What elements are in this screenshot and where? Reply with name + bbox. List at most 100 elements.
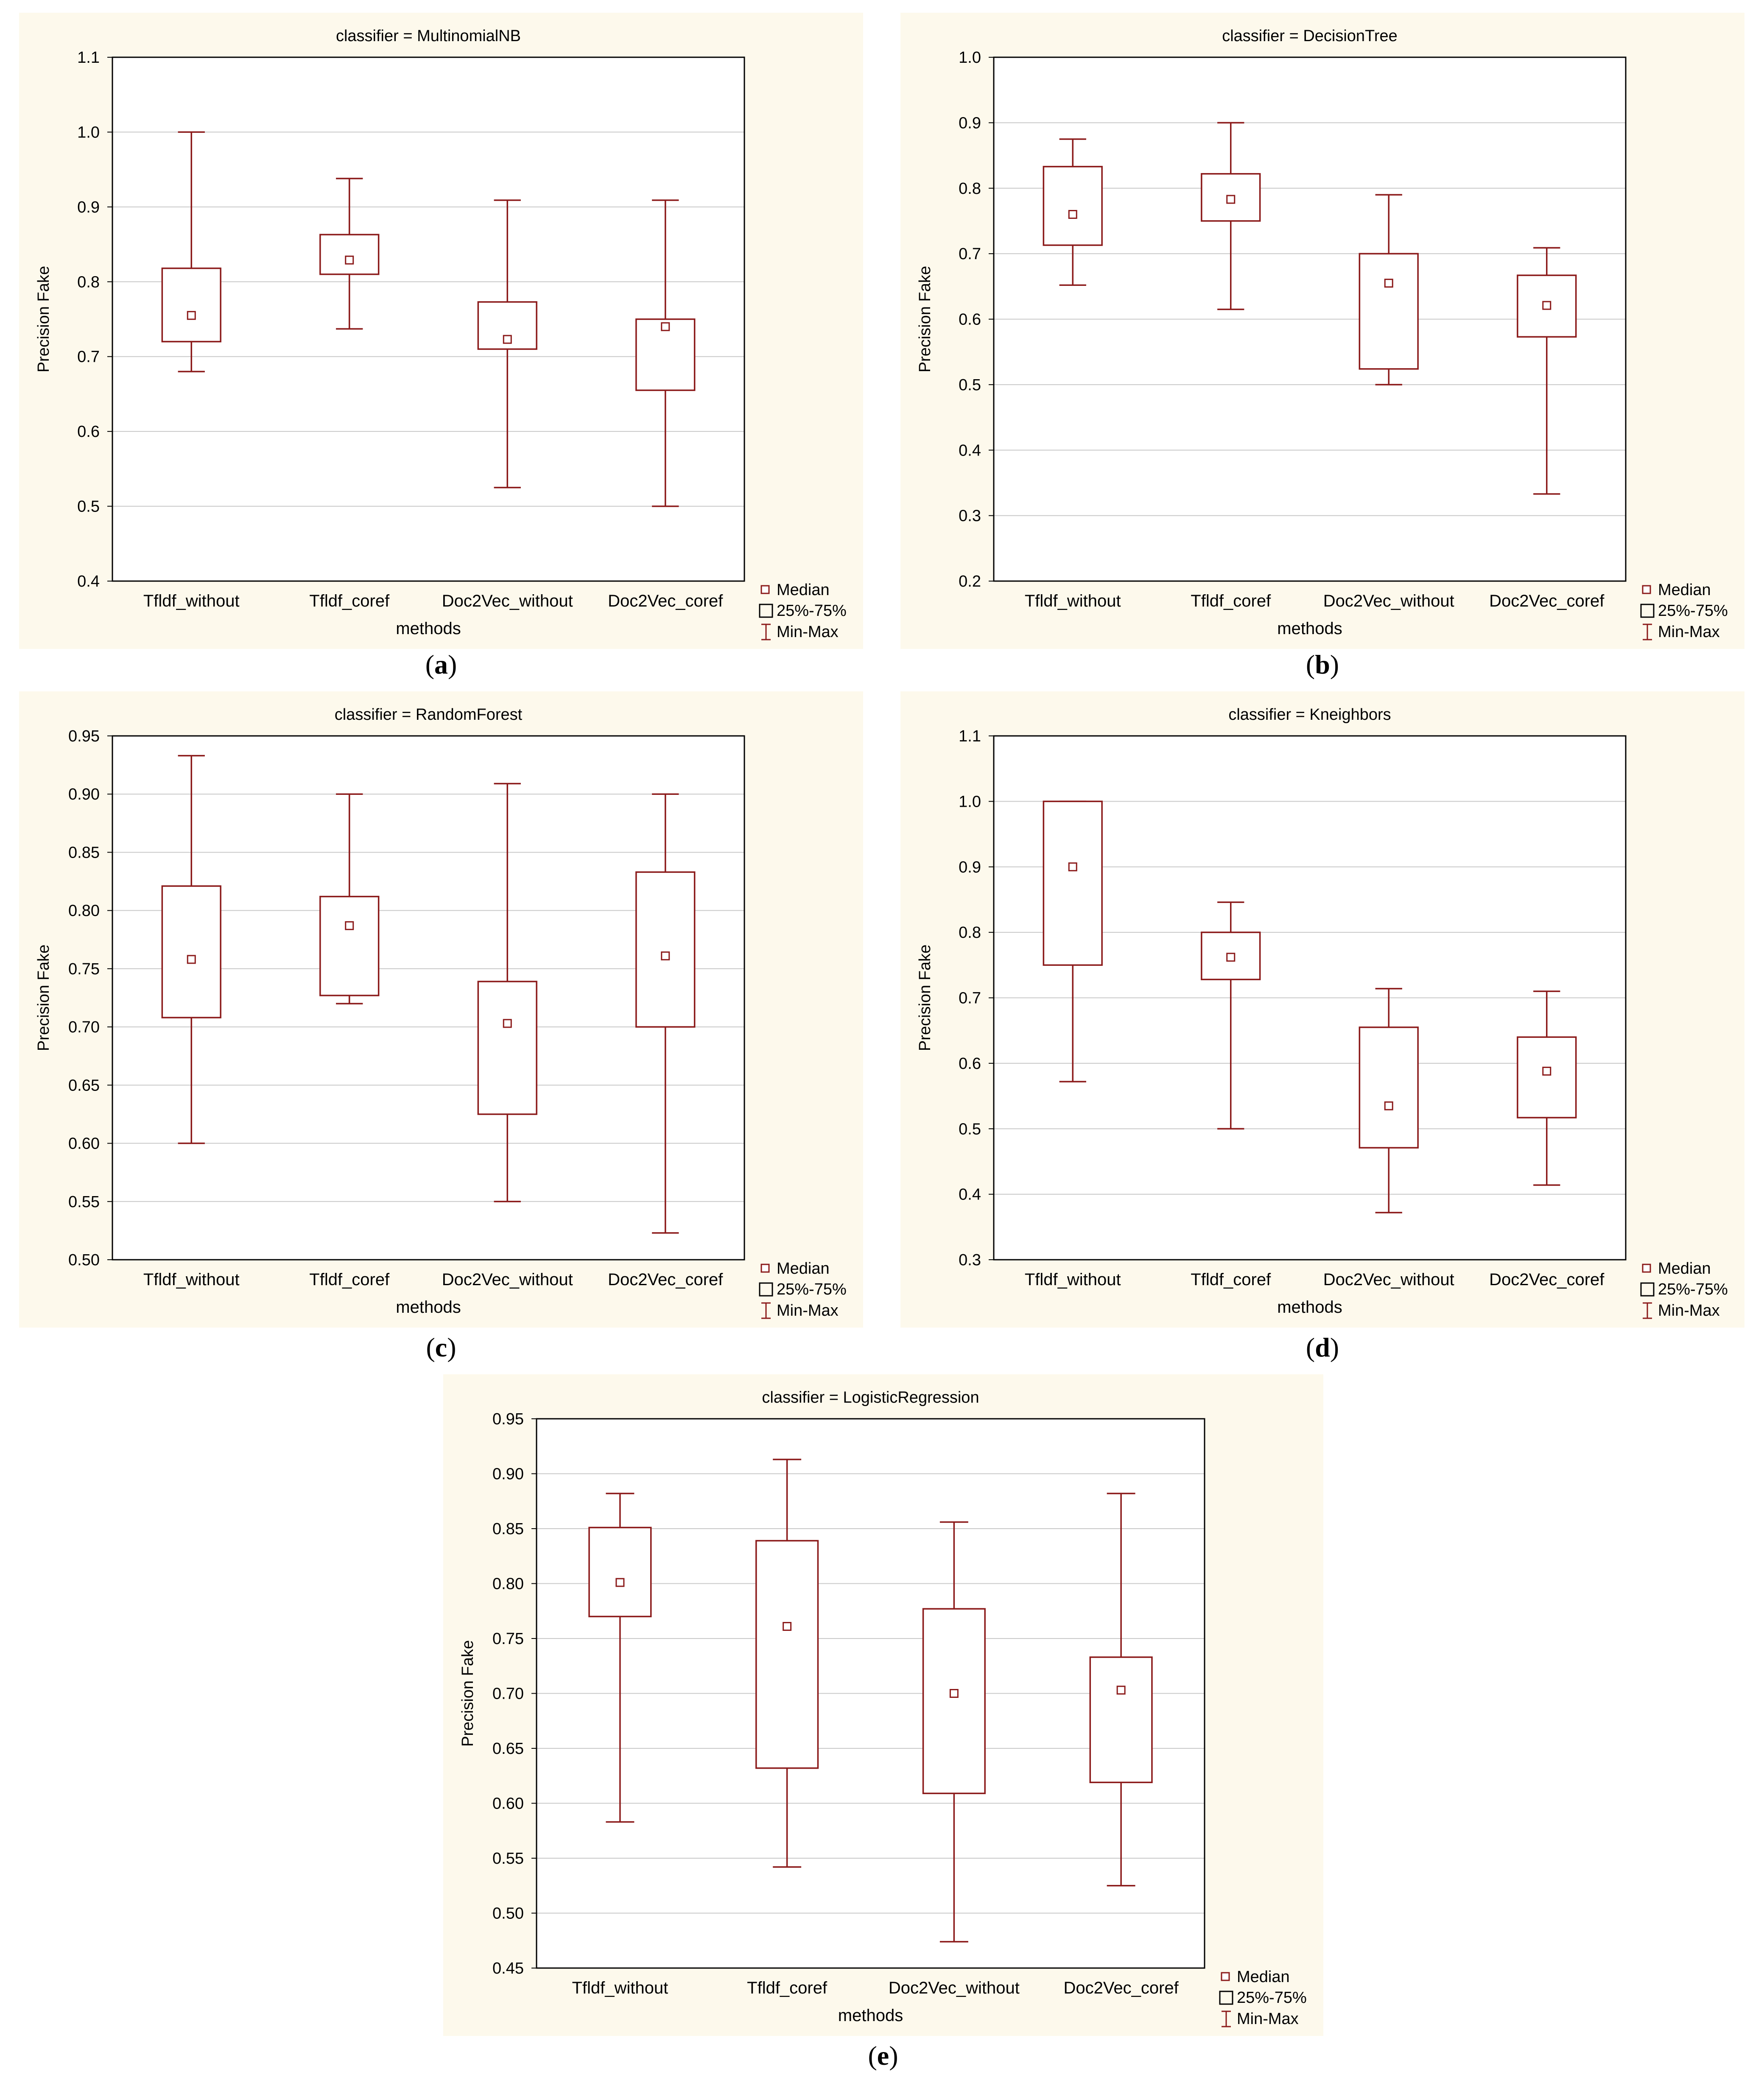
x-tick-label: Tfldf_without	[572, 1979, 668, 1997]
iqr-box	[1043, 800, 1103, 966]
chart-svg-d: 0.3 0.4 0.5 0.6 0.7 0.8 0.9 1.0 1.1 classifier = …	[900, 691, 1744, 1328]
x-tick-label: Tfldf_coref	[309, 592, 390, 610]
median-marker	[1542, 1066, 1552, 1076]
median-marker	[1226, 195, 1236, 204]
y-axis-label: Precision Fake	[35, 945, 53, 1051]
y-tick-label: 0.70	[492, 1685, 524, 1703]
legend-range-label: Min-Max	[1658, 623, 1720, 641]
iqr-box	[1043, 166, 1103, 246]
legend-median-marker	[1221, 1972, 1230, 1981]
y-tick-label: 1.0	[959, 49, 981, 67]
y-tick-label: 0.9	[959, 114, 981, 132]
legend-iqr-label: 25%-75%	[777, 602, 847, 620]
iqr-box	[1359, 1026, 1419, 1149]
y-tick-label: 0.8	[959, 180, 981, 198]
median-marker	[503, 1019, 512, 1028]
chart-panel-a: 0.4 0.5 0.6 0.7 0.8 0.9 1.0 1.1 classifier = Mul…	[19, 13, 863, 679]
iqr-box	[1359, 253, 1419, 370]
panel-label-a: (a)	[425, 649, 457, 679]
legend-range-label: Min-Max	[1237, 2010, 1299, 2028]
x-axis-label: methods	[396, 619, 461, 638]
chart-panel-c: 0.50 0.55 0.60 0.65 0.70 0.75 0.80 0.85 0.90 0.95…	[19, 691, 863, 1362]
median-marker	[187, 311, 196, 320]
y-tick-label: 0.6	[77, 423, 100, 441]
plot-frame	[112, 735, 745, 1261]
x-axis-label: methods	[396, 1298, 461, 1317]
y-tick-label: 0.8	[959, 924, 981, 942]
y-tick-label: 0.7	[959, 245, 981, 263]
median-marker	[503, 335, 512, 344]
legend-median-label: Median	[1237, 1968, 1290, 1986]
y-tick-label: 0.8	[77, 273, 100, 291]
y-tick-label: 0.7	[959, 990, 981, 1007]
y-tick-label: 0.50	[492, 1905, 524, 1923]
y-tick-label: 0.95	[492, 1410, 524, 1428]
iqr-box	[588, 1527, 652, 1617]
x-tick-label: Tfldf_coref	[1191, 1270, 1271, 1289]
x-tick-label: Doc2Vec_without	[442, 592, 573, 610]
chart-svg-c: 0.50 0.55 0.60 0.65 0.70 0.75 0.80 0.85 0.90 0.95…	[19, 691, 863, 1328]
chart-svg-a: 0.4 0.5 0.6 0.7 0.8 0.9 1.0 1.1 classifier = Mul…	[19, 13, 863, 649]
chart-svg-e: 0.45 0.50 0.55 0.60 0.65 0.70 0.75 0.80 0.85 0.90…	[443, 1374, 1323, 2036]
legend-iqr-marker	[1640, 604, 1655, 618]
iqr-box	[922, 1608, 986, 1794]
y-tick-label: 0.85	[492, 1520, 524, 1538]
panel-label-e: (e)	[868, 2041, 898, 2071]
y-tick-label: 1.0	[959, 793, 981, 811]
iqr-box	[635, 871, 696, 1028]
y-axis-label: Precision Fake	[35, 266, 53, 372]
legend-median-label: Median	[1658, 581, 1711, 599]
y-tick-label: 0.45	[492, 1960, 524, 1977]
y-tick-label: 0.90	[68, 786, 100, 803]
y-tick-label: 0.7	[77, 348, 100, 366]
y-axis-label: Precision Fake	[459, 1640, 477, 1747]
x-tick-label: Doc2Vec_coref	[608, 592, 723, 610]
median-marker	[661, 951, 670, 961]
y-tick-label: 1.1	[77, 49, 100, 67]
y-tick-label: 0.65	[492, 1740, 524, 1758]
x-tick-label: Doc2Vec_without	[889, 1979, 1020, 1997]
x-tick-label: Doc2Vec_without	[1323, 592, 1454, 610]
y-tick-label: 0.9	[77, 199, 100, 216]
legend-range-label: Min-Max	[777, 623, 839, 641]
y-tick-label: 0.95	[68, 727, 100, 745]
chart-title: classifier = Kneighbors	[1228, 706, 1391, 724]
x-axis-label: methods	[1277, 619, 1342, 638]
panel-label-d: (d)	[1306, 1332, 1339, 1362]
median-marker	[1384, 279, 1393, 288]
legend-iqr-label: 25%-75%	[1658, 602, 1728, 620]
legend-iqr-marker	[759, 604, 773, 618]
x-axis-label: methods	[1277, 1298, 1342, 1317]
x-axis-label: methods	[838, 2006, 903, 2025]
legend-iqr-marker	[759, 1282, 773, 1297]
legend-iqr-label: 25%-75%	[777, 1281, 847, 1298]
chart-title: classifier = DecisionTree	[1222, 27, 1398, 45]
y-tick-label: 0.4	[959, 1186, 981, 1204]
chart-panel-b: 0.2 0.3 0.4 0.5 0.6 0.7 0.8 0.9 1.0 classifier = …	[900, 13, 1744, 679]
chart-title: classifier = MultinomialNB	[336, 27, 521, 45]
x-tick-label: Tfldf_coref	[309, 1270, 390, 1289]
y-tick-label: 0.65	[68, 1076, 100, 1094]
x-tick-label: Tfldf_without	[143, 1270, 240, 1289]
y-tick-label: 0.55	[68, 1193, 100, 1211]
x-tick-label: Tfldf_coref	[1191, 592, 1271, 610]
median-marker	[661, 322, 670, 331]
x-tick-label: Tfldf_without	[1025, 1270, 1121, 1289]
iqr-box	[477, 981, 537, 1115]
y-tick-label: 0.6	[959, 311, 981, 329]
legend-range-label: Min-Max	[777, 1302, 839, 1320]
x-tick-label: Tfldf_coref	[747, 1979, 827, 1997]
x-tick-label: Doc2Vec_coref	[608, 1270, 723, 1289]
median-marker	[1068, 210, 1077, 219]
legend-range-label: Min-Max	[1658, 1302, 1720, 1320]
iqr-box	[755, 1540, 819, 1769]
median-marker	[1542, 301, 1552, 310]
y-tick-label: 0.4	[77, 573, 100, 590]
y-tick-label: 0.70	[68, 1018, 100, 1036]
legend-iqr-marker	[1640, 1282, 1655, 1297]
x-tick-label: Doc2Vec_coref	[1489, 1270, 1605, 1289]
y-tick-label: 0.90	[492, 1465, 524, 1483]
y-tick-label: 0.55	[492, 1850, 524, 1868]
y-tick-label: 0.75	[68, 960, 100, 978]
x-tick-label: Doc2Vec_without	[442, 1270, 573, 1289]
